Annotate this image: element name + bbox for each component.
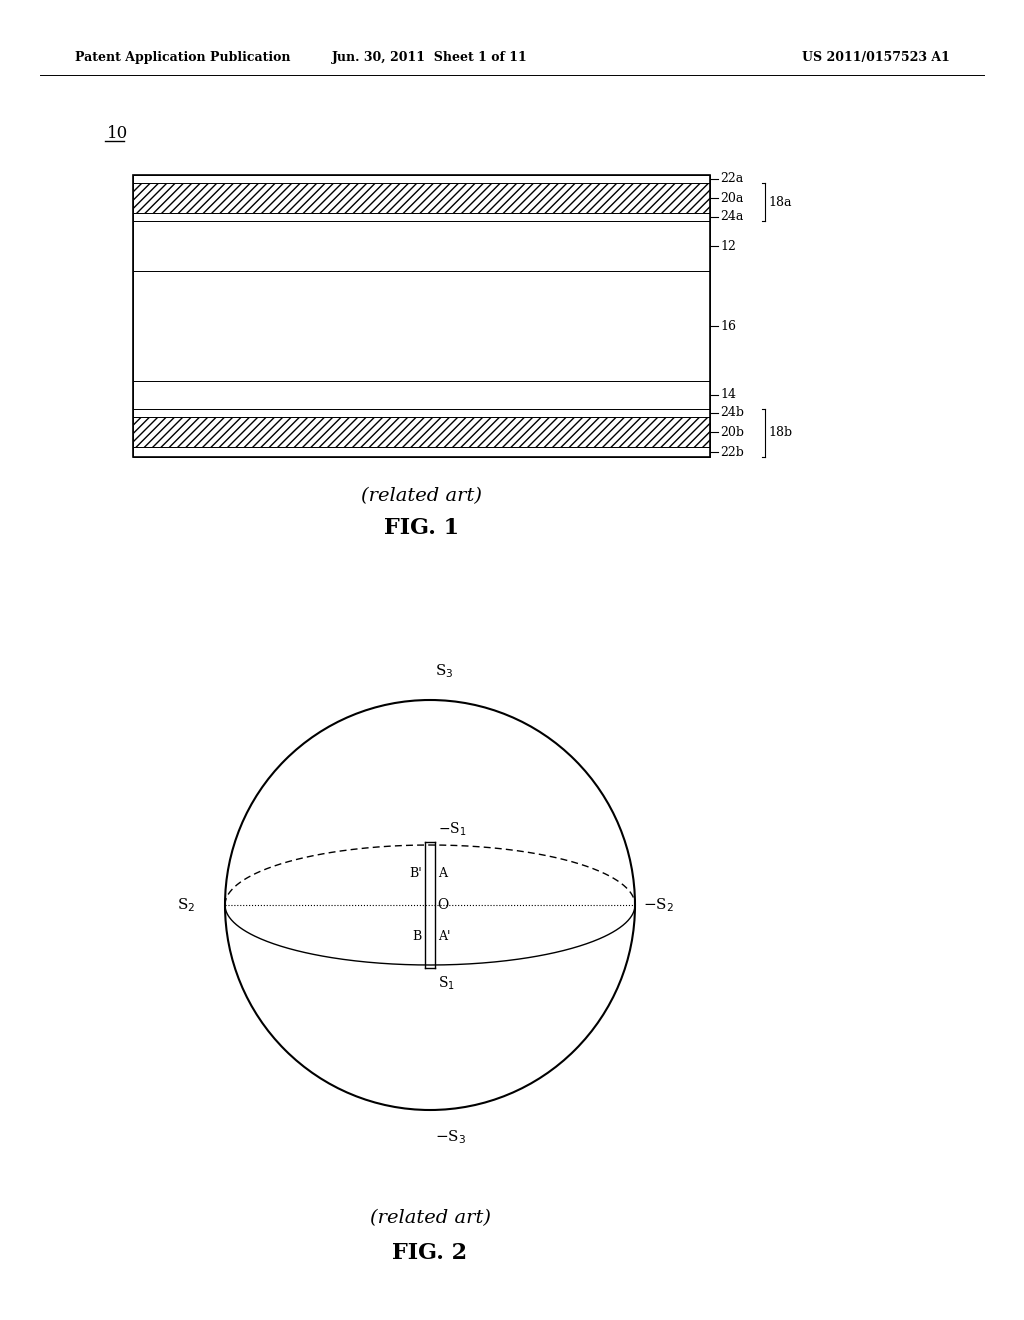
Bar bbox=[133, 381, 710, 409]
Text: 18b: 18b bbox=[768, 426, 793, 440]
Bar bbox=[133, 176, 710, 183]
Text: $-$S$_3$: $-$S$_3$ bbox=[435, 1129, 466, 1146]
Bar bbox=[133, 417, 710, 447]
Bar bbox=[133, 183, 710, 213]
Text: A': A' bbox=[438, 931, 451, 942]
Text: 22b: 22b bbox=[720, 446, 743, 458]
Bar bbox=[133, 176, 710, 457]
Text: FIG. 2: FIG. 2 bbox=[392, 1242, 468, 1265]
Text: 18a: 18a bbox=[768, 195, 792, 209]
Text: FIG. 1: FIG. 1 bbox=[384, 517, 459, 539]
Text: 24b: 24b bbox=[720, 407, 744, 420]
Text: B': B' bbox=[410, 867, 422, 880]
Bar bbox=[133, 447, 710, 457]
Bar bbox=[133, 213, 710, 220]
Text: 10: 10 bbox=[106, 124, 128, 141]
Bar bbox=[133, 409, 710, 417]
Text: 12: 12 bbox=[720, 239, 736, 252]
Text: 14: 14 bbox=[720, 388, 736, 401]
Text: S$_2$: S$_2$ bbox=[177, 896, 195, 913]
Text: S$_1$: S$_1$ bbox=[438, 974, 455, 991]
Bar bbox=[133, 220, 710, 271]
Bar bbox=[133, 271, 710, 381]
Text: (related art): (related art) bbox=[361, 487, 482, 506]
Text: 24a: 24a bbox=[720, 210, 743, 223]
Text: S$_3$: S$_3$ bbox=[435, 663, 454, 680]
Text: 20a: 20a bbox=[720, 191, 743, 205]
Text: $-$S$_1$: $-$S$_1$ bbox=[438, 820, 467, 838]
Text: (related art): (related art) bbox=[370, 1209, 490, 1228]
Text: US 2011/0157523 A1: US 2011/0157523 A1 bbox=[802, 51, 950, 65]
Text: Jun. 30, 2011  Sheet 1 of 11: Jun. 30, 2011 Sheet 1 of 11 bbox=[332, 51, 528, 65]
Text: $-$S$_2$: $-$S$_2$ bbox=[643, 896, 674, 913]
Text: O: O bbox=[437, 898, 449, 912]
Text: A: A bbox=[438, 867, 447, 880]
Text: 22a: 22a bbox=[720, 173, 743, 186]
Text: Patent Application Publication: Patent Application Publication bbox=[75, 51, 291, 65]
Circle shape bbox=[225, 700, 635, 1110]
Text: B: B bbox=[413, 931, 422, 942]
Text: 20b: 20b bbox=[720, 425, 744, 438]
Text: 16: 16 bbox=[720, 319, 736, 333]
